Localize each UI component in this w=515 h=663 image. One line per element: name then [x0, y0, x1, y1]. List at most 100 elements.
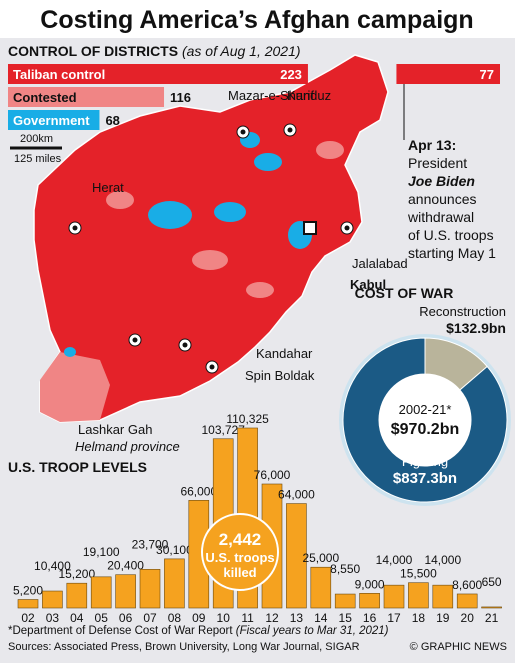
- map: [33, 54, 389, 423]
- footnote-text: *Department of Defense Cost of War Repor…: [8, 625, 233, 637]
- troop-bar: [310, 566, 332, 609]
- troop-value: 5,200: [13, 584, 43, 598]
- troop-value: 650: [482, 575, 502, 589]
- x-tick-label: 10: [217, 611, 231, 625]
- killed-text: U.S. troops: [205, 550, 274, 565]
- x-tick-label: 03: [46, 611, 60, 625]
- city-label: Spin Boldak: [245, 368, 315, 383]
- donut-center: [379, 374, 471, 466]
- city-label: Jalalabad: [352, 256, 408, 271]
- x-tick-label: 20: [461, 611, 475, 625]
- cost-title: COST OF WAR: [355, 285, 454, 301]
- troop-value: 14,000: [424, 553, 461, 567]
- troop-value: 30,100: [156, 543, 193, 557]
- troop-bar: [164, 558, 185, 609]
- troop-bar: [115, 574, 136, 609]
- center-label: 2002-21*: [399, 402, 452, 417]
- x-tick-label: 04: [70, 611, 84, 625]
- annotation-line: starting May 1: [408, 245, 496, 261]
- districts-heading: CONTROL OF DISTRICTS (as of Aug 1, 2021): [8, 43, 301, 59]
- x-tick-label: 02: [21, 611, 35, 625]
- troop-bar: [456, 593, 478, 609]
- city-dot: [182, 342, 188, 348]
- sources: Sources: Associated Press, Brown Univers…: [8, 641, 360, 653]
- x-tick-label: 17: [387, 611, 401, 625]
- troop-value: 76,000: [254, 468, 291, 482]
- troop-value: 103,727: [202, 423, 246, 437]
- footnote: *Department of Defense Cost of War Repor…: [8, 625, 389, 637]
- x-tick-label: 06: [119, 611, 133, 625]
- annotation-line: of U.S. troops: [408, 227, 494, 243]
- district-label: Taliban control: [13, 67, 105, 82]
- segment-value: $132.9bn: [446, 320, 506, 336]
- x-tick-label: 09: [192, 611, 206, 625]
- city-dot: [132, 337, 138, 343]
- killed-text: killed: [223, 565, 256, 580]
- city-label: Kabul: [350, 277, 386, 292]
- troop-bar: [383, 584, 405, 609]
- troop-bar: [139, 569, 161, 609]
- contested-area: [40, 352, 110, 422]
- troop-bar: [66, 582, 88, 609]
- x-tick-label: 14: [314, 611, 328, 625]
- troops-title: U.S. TROOP LEVELS: [8, 459, 147, 475]
- contested-area: [192, 250, 228, 270]
- contested-area: [106, 191, 134, 209]
- city-label: Herat: [92, 180, 124, 195]
- x-tick-label: 12: [265, 611, 279, 625]
- credit: © GRAPHIC NEWS: [410, 641, 507, 653]
- title: Costing America’s Afghan campaign: [40, 6, 473, 34]
- x-tick-label: 13: [290, 611, 304, 625]
- city-dot: [240, 129, 246, 135]
- killed-circle: [201, 513, 279, 591]
- troop-bar: [481, 606, 502, 609]
- district-label: Contested: [13, 90, 77, 105]
- city-dot: [72, 225, 78, 231]
- district-value: 68: [105, 113, 119, 128]
- killed-value: 2,442: [219, 530, 262, 549]
- district-value: 116: [170, 90, 191, 105]
- city-label: Lashkar Gah: [78, 422, 152, 437]
- troop-value: 8,550: [330, 562, 360, 576]
- city-dot: [287, 127, 293, 133]
- troop-value: 23,700: [132, 537, 169, 551]
- troop-value: 66,000: [180, 484, 217, 498]
- troop-value: 8,600: [452, 578, 482, 592]
- scale-miles: 125 miles: [14, 153, 62, 165]
- troop-bar: [359, 593, 380, 609]
- date: (as of Aug 1, 2021): [182, 43, 301, 59]
- district-bar: [8, 110, 100, 130]
- footnote-note: (Fiscal years to Mar 31, 2021): [236, 625, 389, 637]
- total-label: $970.2bn: [391, 421, 459, 438]
- troop-value: 20,400: [107, 559, 144, 573]
- city-label: Mazar-e-Sharif: [228, 88, 314, 103]
- contested-area: [316, 141, 344, 159]
- x-tick-label: 07: [143, 611, 157, 625]
- x-tick-label: 05: [95, 611, 109, 625]
- troop-bar: [90, 576, 112, 609]
- troop-bar: [334, 593, 356, 609]
- district-bar: [8, 87, 165, 107]
- x-tick-label: 19: [436, 611, 450, 625]
- annotation-line: withdrawal: [407, 209, 474, 225]
- district-label: Government: [13, 113, 90, 128]
- troop-value: 9,000: [355, 577, 385, 591]
- annotation-line: Joe Biden: [408, 173, 475, 189]
- title-band: [0, 0, 515, 38]
- troop-bar: [432, 584, 454, 609]
- annotation-line: announces: [408, 191, 477, 207]
- troop-value: 19,100: [83, 545, 120, 559]
- annotation-line: President: [408, 155, 467, 171]
- government-area: [148, 201, 192, 229]
- x-tick-label: 21: [485, 611, 499, 625]
- district-value-april: 77: [480, 67, 494, 82]
- district-bar: [8, 64, 308, 84]
- government-area: [254, 153, 282, 171]
- city-label: Kunduz: [287, 88, 331, 103]
- city-dot: [344, 225, 350, 231]
- troop-bar: [17, 599, 39, 609]
- city-label: Kandahar: [256, 346, 313, 361]
- troop-bar: [408, 582, 429, 609]
